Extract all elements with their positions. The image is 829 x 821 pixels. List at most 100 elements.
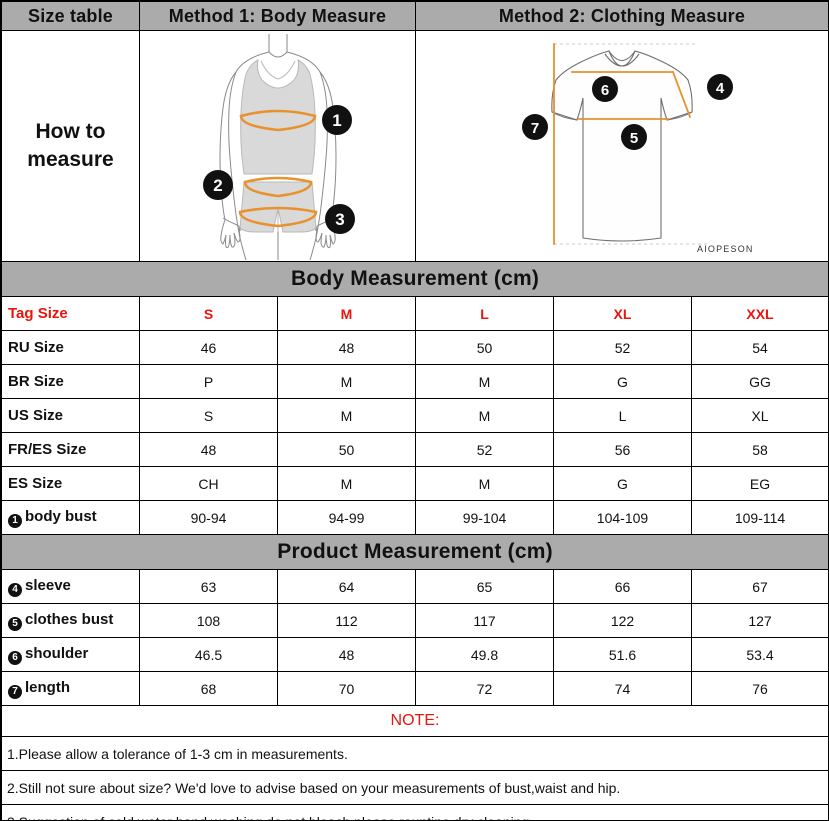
marker-5: 5 xyxy=(621,124,647,150)
how-to-line1: How to xyxy=(35,119,106,143)
col-header-xl: XL xyxy=(553,296,692,331)
col-header-l: L xyxy=(415,296,554,331)
tag-size-label: Tag Size xyxy=(1,296,140,331)
svg-text:7: 7 xyxy=(531,120,539,137)
cell: 94-99 xyxy=(277,500,416,535)
body-section-header-row: Body Measurement (cm) xyxy=(1,261,828,297)
cell: GG xyxy=(691,364,828,399)
row-label-shoulder: 6 shoulder xyxy=(1,637,140,672)
cell: 72 xyxy=(415,671,554,706)
method2-header: Method 2: Clothing Measure xyxy=(415,1,828,31)
cell: 50 xyxy=(415,330,554,365)
cell: 109-114 xyxy=(691,500,828,535)
cell: M xyxy=(277,466,416,501)
cell: 74 xyxy=(553,671,692,706)
body-measure-diagram: 1 2 3 xyxy=(139,30,416,262)
cell: M xyxy=(277,364,416,399)
cell: 65 xyxy=(415,569,554,604)
row-label-clothes-bust: 5 clothes bust xyxy=(1,603,140,638)
row-label-body-bust: 1 body bust xyxy=(1,500,140,535)
row-label-text: sleeve xyxy=(25,576,71,594)
product-measurement-title: Product Measurement (cm) xyxy=(1,534,828,570)
size-table-header: Size table xyxy=(1,1,140,31)
table-row: ES Size CH M M G EG xyxy=(1,466,828,501)
cell: 122 xyxy=(553,603,692,638)
row-label-text: clothes bust xyxy=(25,610,114,628)
col-header-xxl: XXL xyxy=(691,296,828,331)
cell: 53.4 xyxy=(691,637,828,672)
row-label-text: body bust xyxy=(25,507,97,525)
how-to-line2: measure xyxy=(27,148,114,171)
marker-3: 3 xyxy=(325,204,355,234)
cell: 46.5 xyxy=(139,637,278,672)
marker-2: 2 xyxy=(203,170,233,200)
cell: 64 xyxy=(277,569,416,604)
cell: M xyxy=(277,398,416,433)
cell: XL xyxy=(691,398,828,433)
cell: 112 xyxy=(277,603,416,638)
cell: 104-109 xyxy=(553,500,692,535)
row-label-es-size: ES Size xyxy=(1,466,140,501)
marker-4: 4 xyxy=(707,74,733,100)
row-label-sleeve: 4 sleeve xyxy=(1,569,140,604)
svg-text:2: 2 xyxy=(213,176,222,195)
tshirt-svg: 6 4 5 7 AIOPESON xyxy=(522,43,754,254)
marker-7-icon: 7 xyxy=(8,684,22,699)
cell: 48 xyxy=(277,330,416,365)
marker-7: 7 xyxy=(522,114,548,140)
cell: M xyxy=(415,398,554,433)
cell: 90-94 xyxy=(139,500,278,535)
row-label-text: shoulder xyxy=(25,644,89,662)
table-row: RU Size 46 48 50 52 54 xyxy=(1,330,828,365)
note-row: 2.Still not sure about size? We'd love t… xyxy=(1,770,828,805)
table-row: 1 body bust 90-94 94-99 99-104 104-109 10… xyxy=(1,500,828,535)
cell: 117 xyxy=(415,603,554,638)
cell: 99-104 xyxy=(415,500,554,535)
marker-1: 1 xyxy=(322,105,352,135)
cell: 127 xyxy=(691,603,828,638)
cell: G xyxy=(553,364,692,399)
diagram-row: How to measure xyxy=(1,30,828,262)
table-row: FR/ES Size 48 50 52 56 58 xyxy=(1,432,828,467)
cell: 48 xyxy=(139,432,278,467)
row-label-fr-es-size: FR/ES Size xyxy=(1,432,140,467)
cell: 52 xyxy=(415,432,554,467)
cell: EG xyxy=(691,466,828,501)
cell: L xyxy=(553,398,692,433)
cell: 70 xyxy=(277,671,416,706)
row-label-text: length xyxy=(25,678,70,696)
cell: 50 xyxy=(277,432,416,467)
diagram-header-row: Size table Method 1: Body Measure Method… xyxy=(1,1,828,31)
cell: 56 xyxy=(553,432,692,467)
note-row: 3.Suggestion of cold water hand washing,… xyxy=(1,804,828,820)
how-to-measure-cell: How to measure xyxy=(1,30,140,262)
product-section-header-row: Product Measurement (cm) xyxy=(1,534,828,570)
cell: 76 xyxy=(691,671,828,706)
svg-text:6: 6 xyxy=(601,82,609,99)
marker-6: 6 xyxy=(592,76,618,102)
svg-text:4: 4 xyxy=(716,80,725,97)
cell: CH xyxy=(139,466,278,501)
svg-text:3: 3 xyxy=(335,210,344,229)
cell: 52 xyxy=(553,330,692,365)
row-label-br-size: BR Size xyxy=(1,364,140,399)
cell: 49.8 xyxy=(415,637,554,672)
row-label-us-size: US Size xyxy=(1,398,140,433)
svg-text:1: 1 xyxy=(332,111,341,130)
note-line-2: 2.Still not sure about size? We'd love t… xyxy=(1,770,828,805)
cell: 48 xyxy=(277,637,416,672)
note-row: 1.Please allow a tolerance of 1-3 cm in … xyxy=(1,736,828,771)
note-line-1: 1.Please allow a tolerance of 1-3 cm in … xyxy=(1,736,828,771)
col-header-m: M xyxy=(277,296,416,331)
row-label-length: 7 length xyxy=(1,671,140,706)
marker-6-icon: 6 xyxy=(8,650,22,665)
brand-watermark: AIOPESON xyxy=(697,244,754,254)
cell: 58 xyxy=(691,432,828,467)
cell: S xyxy=(139,398,278,433)
marker-1-icon: 1 xyxy=(8,513,22,528)
clothing-measure-diagram: 6 4 5 7 AIOPESON xyxy=(415,30,828,262)
svg-text:5: 5 xyxy=(630,130,638,147)
row-label-ru-size: RU Size xyxy=(1,330,140,365)
